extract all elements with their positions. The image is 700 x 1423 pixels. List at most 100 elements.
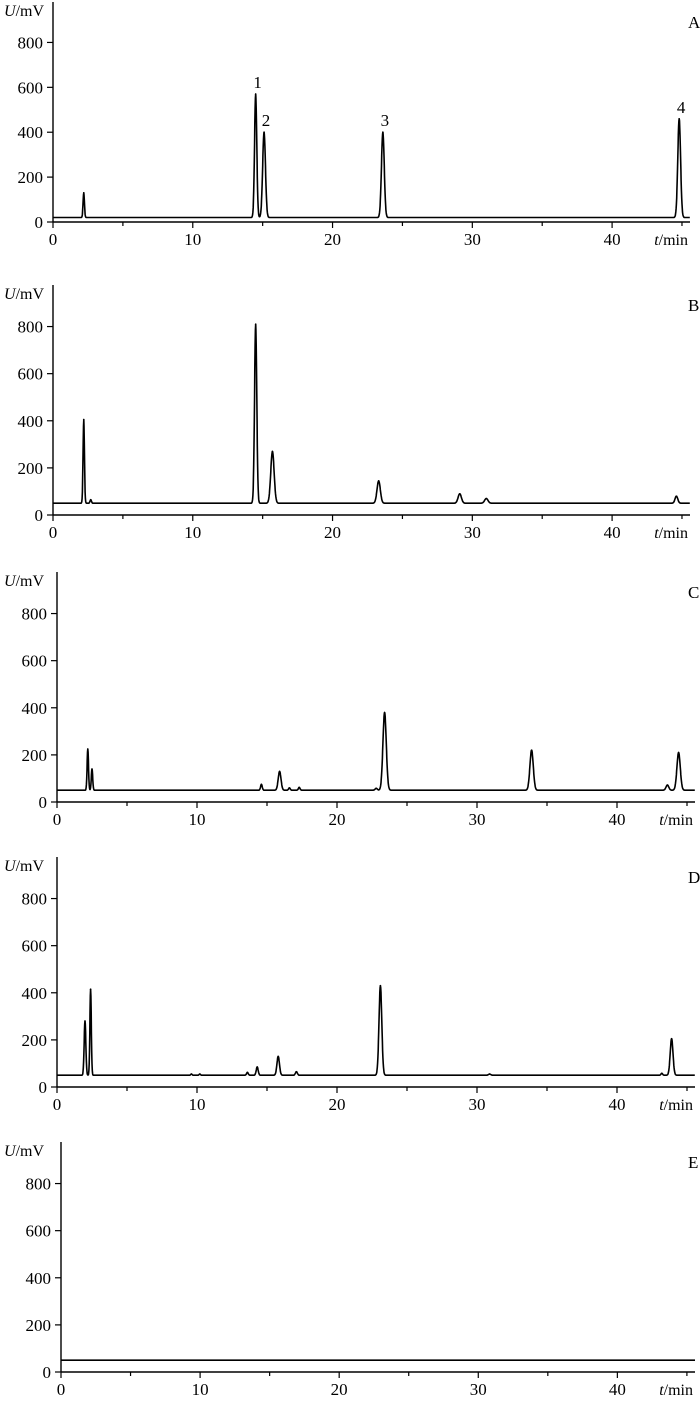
peak-apex xyxy=(263,131,265,134)
panel-letter: E xyxy=(688,1153,698,1172)
y-tick-label: 800 xyxy=(26,1175,52,1194)
peak-apex xyxy=(675,495,678,497)
y-tick-label: 600 xyxy=(22,652,48,671)
peak-apex xyxy=(379,984,382,987)
y-tick-label: 800 xyxy=(22,890,48,909)
y-tick-label: 800 xyxy=(18,33,44,52)
panel-letter: D xyxy=(688,868,700,887)
x-axis-label: t/min xyxy=(659,812,693,829)
y-tick-label: 0 xyxy=(35,506,44,525)
chromatogram-trace xyxy=(56,711,696,791)
peak-label: 2 xyxy=(262,111,271,130)
y-tick-label: 200 xyxy=(22,1031,48,1050)
x-tick-label: 0 xyxy=(53,1095,62,1114)
y-tick-label: 400 xyxy=(18,412,44,431)
peak-apex xyxy=(89,498,92,501)
peak-apex xyxy=(82,418,85,421)
x-axis-label: t/min xyxy=(659,1097,693,1114)
y-tick-label: 200 xyxy=(26,1316,52,1335)
chromatogram-panel-b: U/mV B 0 200 400 600 800 0 10 20 30 40 t/min xyxy=(4,285,699,542)
peak-apex xyxy=(91,768,93,770)
x-tick-label: 20 xyxy=(331,1380,348,1399)
y-axis-label: U/mV xyxy=(4,573,44,590)
x-tick-label: 0 xyxy=(49,523,58,542)
peak-apex xyxy=(677,751,680,754)
x-tick-label: 30 xyxy=(464,523,481,542)
y-tick-label: 400 xyxy=(22,699,48,718)
chromatogram-trace xyxy=(52,93,691,219)
y-tick-label: 400 xyxy=(18,123,44,142)
y-axis-label: U/mV xyxy=(4,858,44,875)
peak-label: 3 xyxy=(381,111,390,130)
y-tick-label: 200 xyxy=(22,746,48,765)
peak-apex xyxy=(298,786,301,789)
y-tick-label: 800 xyxy=(18,318,44,337)
peak-apex xyxy=(190,1073,193,1075)
peak-apex xyxy=(377,480,380,482)
y-tick-label: 0 xyxy=(35,213,44,232)
y-tick-label: 600 xyxy=(26,1222,52,1241)
x-axis-label: t/min xyxy=(659,1382,693,1399)
x-tick-label: 20 xyxy=(324,523,341,542)
chromatogram-panel-e: U/mV E 0 200 400 600 800 0 10 20 30 40 t/min xyxy=(4,1142,698,1399)
peak-label: 1 xyxy=(253,73,262,92)
y-tick-label: 600 xyxy=(22,937,48,956)
x-tick-label: 40 xyxy=(609,1095,626,1114)
y-tick-label: 0 xyxy=(43,1363,52,1382)
y-tick-label: 200 xyxy=(18,459,44,478)
x-axis-label: t/min xyxy=(654,525,688,542)
peak-apex xyxy=(278,770,281,773)
peak-apex xyxy=(82,192,85,194)
x-tick-label: 40 xyxy=(609,1380,626,1399)
x-tick-label: 20 xyxy=(324,230,341,249)
peak-apex xyxy=(246,1071,249,1074)
y-tick-label: 400 xyxy=(26,1269,52,1288)
x-tick-label: 30 xyxy=(469,1095,486,1114)
peak-apex xyxy=(666,784,669,786)
peak-apex xyxy=(199,1073,201,1075)
x-tick-label: 10 xyxy=(184,523,201,542)
peak-apex xyxy=(271,450,274,453)
peak-apex xyxy=(254,93,257,95)
chromatogram-trace xyxy=(56,984,696,1076)
peak-apex xyxy=(254,323,257,325)
y-tick-label: 400 xyxy=(22,984,48,1003)
peak-apex xyxy=(530,749,533,751)
y-tick-label: 600 xyxy=(18,78,44,97)
peak-apex xyxy=(670,1037,673,1040)
x-tick-label: 0 xyxy=(49,230,58,249)
x-tick-label: 30 xyxy=(469,810,486,829)
peak-apex xyxy=(488,1073,491,1075)
x-axis-label: t/min xyxy=(654,232,688,249)
peak-apex xyxy=(661,1072,663,1075)
y-axis-label: U/mV xyxy=(4,1143,44,1160)
peak-apex xyxy=(89,988,92,991)
chromatogram-panel-a: U/mV A 0 200 400 600 800 0 10 20 30 40 t/min 12 3 4 xyxy=(4,2,700,249)
x-tick-label: 0 xyxy=(53,810,62,829)
x-tick-label: 30 xyxy=(464,230,481,249)
peak-apex xyxy=(382,131,384,134)
y-tick-label: 200 xyxy=(18,168,44,187)
peak-apex xyxy=(288,787,291,789)
chromatogram-panel-d: U/mV D 0 200 400 600 800 0 10 20 30 40 t/min xyxy=(4,857,700,1114)
peak-apex xyxy=(458,493,461,495)
peak-apex xyxy=(87,748,89,750)
peak-apex xyxy=(256,1066,259,1068)
x-tick-label: 10 xyxy=(189,1095,206,1114)
peak-apex xyxy=(383,711,386,714)
x-tick-label: 10 xyxy=(189,810,206,829)
panel-letter: C xyxy=(688,583,699,602)
x-tick-label: 10 xyxy=(192,1380,209,1399)
x-tick-label: 40 xyxy=(609,810,626,829)
peak-label: 4 xyxy=(677,98,686,117)
y-axis-label: U/mV xyxy=(4,286,44,303)
x-tick-label: 40 xyxy=(604,523,621,542)
y-tick-label: 800 xyxy=(22,605,48,624)
x-tick-label: 20 xyxy=(329,1095,346,1114)
x-tick-label: 0 xyxy=(57,1380,66,1399)
peak-apex xyxy=(295,1070,298,1073)
peak-apex xyxy=(260,783,263,786)
chromatogram-trace xyxy=(52,323,691,504)
y-tick-label: 600 xyxy=(18,365,44,384)
